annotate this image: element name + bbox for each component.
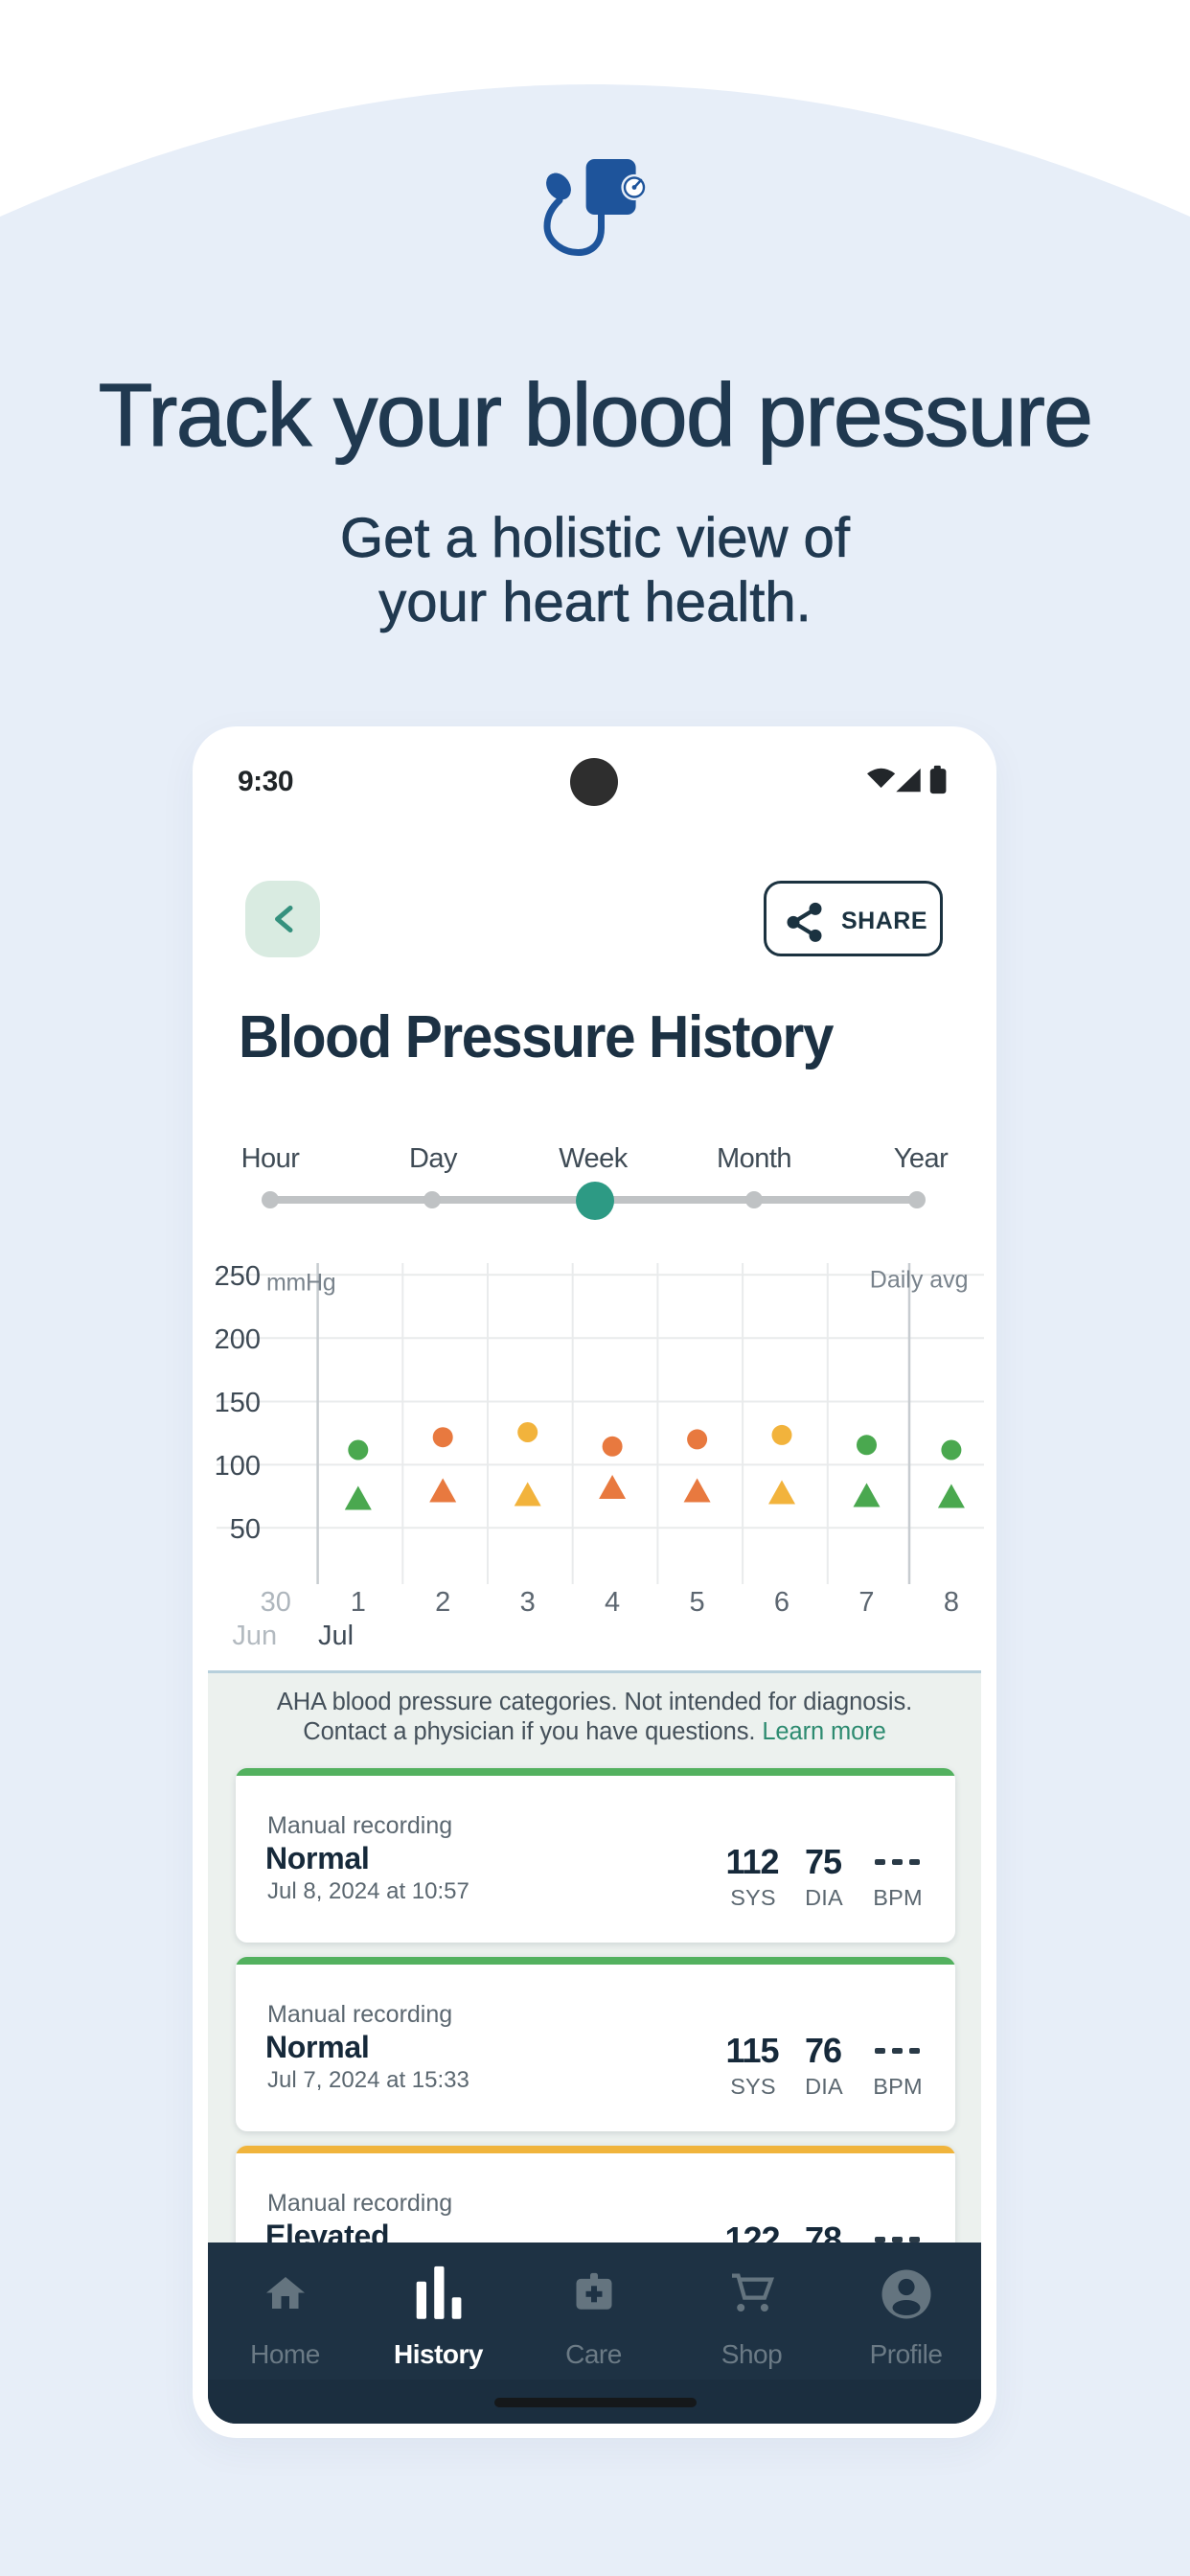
svg-text:7: 7 <box>858 1587 874 1618</box>
svg-text:150: 150 <box>215 1388 261 1418</box>
svg-text:Jul: Jul <box>318 1621 354 1651</box>
svg-text:5: 5 <box>690 1587 705 1618</box>
svg-text:2: 2 <box>435 1587 450 1618</box>
svg-text:100: 100 <box>215 1451 261 1482</box>
svg-text:mmHg: mmHg <box>266 1269 335 1296</box>
svg-text:200: 200 <box>215 1324 261 1355</box>
svg-text:Daily avg: Daily avg <box>870 1267 969 1294</box>
svg-text:50: 50 <box>230 1514 261 1545</box>
svg-text:250: 250 <box>215 1261 261 1292</box>
svg-text:Jun: Jun <box>232 1621 277 1651</box>
svg-text:8: 8 <box>944 1587 959 1618</box>
svg-text:30: 30 <box>261 1587 291 1618</box>
svg-text:1: 1 <box>351 1587 366 1618</box>
svg-text:6: 6 <box>774 1587 790 1618</box>
svg-text:4: 4 <box>605 1587 620 1618</box>
svg-text:3: 3 <box>520 1587 536 1618</box>
